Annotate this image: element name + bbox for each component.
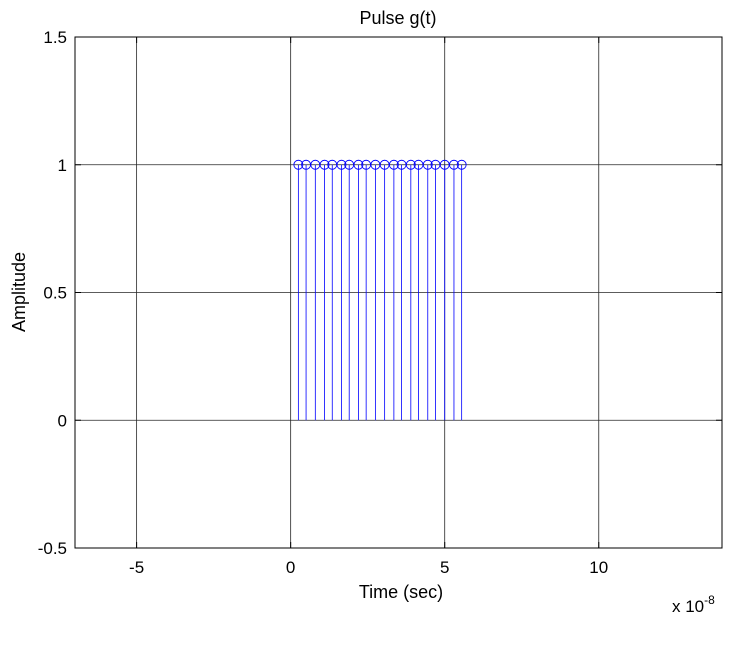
stem-marker (405, 159, 416, 170)
stem-marker (353, 159, 364, 170)
y-tick-label: 1.5 (43, 28, 67, 47)
stem-marker (456, 159, 467, 170)
x-tick-label: -5 (129, 558, 144, 577)
data-series (293, 159, 467, 421)
stem-marker (422, 159, 433, 170)
x-exponent-base: x 10 (672, 597, 704, 616)
x-exponent-power: -8 (704, 593, 715, 607)
chart-title: Pulse g(t) (359, 8, 436, 28)
stem-marker (336, 159, 347, 170)
stem-marker (319, 159, 330, 170)
x-tick-labels: -5 0 5 10 (129, 558, 608, 577)
stem-marker (449, 159, 459, 170)
y-tick-label: -0.5 (38, 539, 67, 558)
x-tick-label: 5 (440, 558, 449, 577)
x-axis-label: Time (sec) (359, 582, 443, 602)
stem-marker (293, 159, 304, 170)
tick-marks (75, 36, 722, 549)
stem-marker (388, 159, 399, 170)
y-tick-label: 0.5 (43, 284, 67, 303)
y-tick-label: 0 (58, 411, 67, 430)
x-tick-label: 0 (286, 558, 295, 577)
x-exponent-label: x 10-8 (672, 593, 715, 616)
y-tick-labels: -0.5 0 0.5 1 1.5 (38, 28, 67, 558)
y-tick-label: 1 (58, 156, 67, 175)
x-tick-label: 10 (589, 558, 608, 577)
y-axis-label: Amplitude (9, 252, 29, 332)
